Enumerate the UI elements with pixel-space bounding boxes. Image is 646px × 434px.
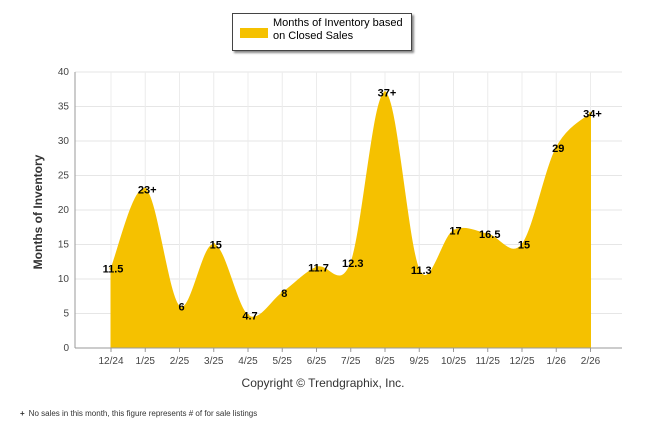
data-label: 11.5 <box>103 264 124 276</box>
y-tick-label: 10 <box>58 274 70 285</box>
data-point <box>212 243 216 246</box>
data-label: 15 <box>210 240 222 252</box>
data-label: 34+ <box>583 108 602 120</box>
data-point <box>143 187 147 191</box>
footnote-text: No sales in this month, this figure repr… <box>28 409 258 418</box>
data-label: 37+ <box>378 88 397 100</box>
data-label: 15 <box>518 240 530 252</box>
y-tick-label: 15 <box>58 240 70 251</box>
x-tick-label: 10/25 <box>441 356 466 367</box>
y-tick-label: 30 <box>58 136 70 147</box>
y-tick-label: 25 <box>58 171 70 182</box>
footnote-mark: + <box>20 409 25 418</box>
x-tick-label: 2/26 <box>581 356 601 367</box>
x-tick-label: 7/25 <box>341 356 361 367</box>
data-point <box>246 314 250 318</box>
x-tick-label: 1/26 <box>547 356 567 367</box>
data-point <box>486 232 490 236</box>
data-label: 23+ <box>138 184 157 196</box>
axes: 0 5 10 15 20 25 30 35 40 12/24 1/25 2/25 3/25 4/25 5/2… <box>58 67 622 367</box>
y-tick-label: 0 <box>63 343 69 354</box>
data-label: 4.7 <box>242 311 257 323</box>
y-axis-title: Months of Inventory <box>31 154 45 270</box>
y-tick-label: 5 <box>63 309 69 320</box>
data-label: 11.7 <box>308 262 329 274</box>
data-point <box>280 291 284 295</box>
legend-swatch <box>240 28 268 38</box>
data-label: 16.5 <box>479 229 500 241</box>
area-layer <box>109 91 592 349</box>
data-point <box>417 268 421 272</box>
data-label: 6 <box>178 302 184 314</box>
x-tick-label: 1/25 <box>136 356 156 367</box>
data-label: 29 <box>552 143 564 155</box>
data-point <box>452 229 455 233</box>
x-tick-label: 5/25 <box>273 356 293 367</box>
y-tick-label: 20 <box>58 205 70 216</box>
x-tick-label: 12/24 <box>98 356 123 367</box>
data-label: 8 <box>281 288 287 300</box>
data-point <box>349 261 353 265</box>
legend-label: Months of Inventory based on Closed Sale… <box>273 17 403 42</box>
y-tick-label: 40 <box>58 67 70 78</box>
data-point <box>178 305 181 309</box>
footnote: + No sales in this month, this figure rep… <box>20 409 257 418</box>
data-point <box>383 91 387 95</box>
x-tick-label: 2/25 <box>170 356 190 367</box>
data-point <box>520 243 524 246</box>
x-tick-label: 8/25 <box>375 356 395 367</box>
data-label: 11.3 <box>411 265 432 277</box>
x-tick-label: 4/25 <box>238 356 258 367</box>
data-label: 12.3 <box>342 258 363 270</box>
x-tick-label: 12/25 <box>509 356 534 367</box>
data-label: 17 <box>449 226 461 238</box>
data-point <box>554 146 558 150</box>
data-point <box>589 111 592 115</box>
y-tick-label: 35 <box>58 102 70 113</box>
data-labels: 11.5 23+ 6 15 4.7 8 11.7 12.3 37+ 11.3 17 16.5 15 29 3… <box>103 88 602 323</box>
x-tick-label: 11/25 <box>476 356 501 367</box>
legend: Months of Inventory based on Closed Sale… <box>232 13 412 51</box>
x-tick-label: 3/25 <box>204 356 224 367</box>
x-tick-label: 6/25 <box>307 356 327 367</box>
data-point <box>315 265 318 269</box>
copyright: Copyright © Trendgraphix, Inc. <box>241 376 405 390</box>
data-point <box>109 267 113 271</box>
x-tick-label: 9/25 <box>410 356 430 367</box>
